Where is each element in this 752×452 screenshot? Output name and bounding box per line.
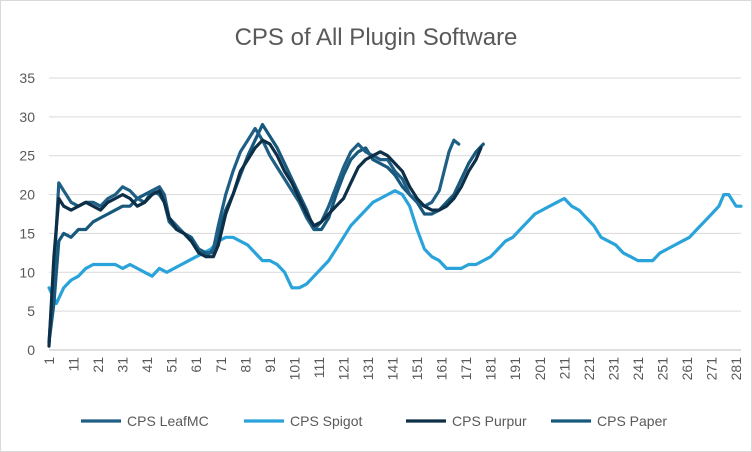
y-tick-label: 5	[27, 303, 35, 319]
legend-label: CPS Spigot	[290, 413, 362, 429]
x-tick-label: 11	[66, 357, 82, 372]
x-tick-label: 211	[556, 357, 572, 380]
x-tick-label: 61	[188, 357, 204, 373]
legend-label: CPS Purpur	[452, 413, 527, 429]
x-tick-label: 21	[90, 357, 106, 373]
x-tick-label: 231	[605, 357, 621, 381]
x-tick-label: 151	[409, 357, 425, 381]
x-tick-label: 181	[483, 357, 499, 381]
x-tick-label: 81	[237, 357, 253, 373]
x-tick-label: 251	[654, 357, 670, 381]
y-tick-label: 0	[27, 342, 35, 358]
x-tick-label: 161	[434, 357, 450, 381]
y-axis-ticks: 0 5 10 15 20 25 30 35	[19, 70, 35, 358]
y-tick-label: 35	[19, 70, 35, 86]
x-tick-label: 1	[41, 357, 57, 365]
legend-label: CPS Paper	[597, 413, 667, 429]
legend-item: CPS Purpur	[406, 413, 527, 429]
x-tick-label: 281	[728, 357, 744, 381]
x-tick-label: 111	[311, 357, 327, 378]
legend-item: CPS LeafMC	[81, 413, 209, 429]
x-tick-label: 171	[458, 357, 474, 381]
x-tick-label: 141	[385, 357, 401, 381]
x-tick-label: 121	[335, 357, 351, 381]
series-line-cps-purpur	[47, 138, 483, 348]
x-tick-label: 71	[213, 357, 229, 373]
y-tick-label: 30	[19, 109, 35, 125]
x-axis-ticks: 1 11 21 31 41 51 61 71 81 91 101 111 121 131 141 151 161…	[41, 357, 744, 381]
series-line-cps-leafmc	[47, 126, 461, 344]
y-tick-label: 10	[19, 264, 35, 280]
x-tick-label: 261	[679, 357, 695, 381]
y-tick-label: 20	[19, 187, 35, 203]
legend-item: CPS Paper	[551, 413, 667, 429]
x-tick-label: 91	[262, 357, 278, 373]
x-tick-label: 191	[507, 357, 523, 381]
x-tick-label: 101	[286, 357, 302, 381]
x-tick-label: 221	[581, 357, 597, 381]
x-tick-label: 41	[139, 357, 155, 373]
legend: CPS LeafMC CPS Spigot CPS Purpur CPS Paper	[81, 413, 667, 429]
x-tick-label: 201	[532, 357, 548, 381]
x-tick-label: 51	[164, 357, 180, 373]
gridlines	[49, 77, 741, 351]
x-tick-label: 131	[360, 357, 376, 381]
y-tick-label: 15	[19, 225, 35, 241]
legend-label: CPS LeafMC	[127, 413, 209, 429]
x-tick-label: 31	[115, 357, 131, 373]
legend-item: CPS Spigot	[244, 413, 362, 429]
series-line-cps-spigot	[47, 189, 743, 305]
series-lines	[47, 123, 743, 348]
y-tick-label: 25	[19, 148, 35, 164]
x-tick-label: 271	[704, 357, 720, 381]
chart-title: CPS of All Plugin Software	[235, 24, 518, 51]
x-tick-label: 241	[630, 357, 646, 381]
